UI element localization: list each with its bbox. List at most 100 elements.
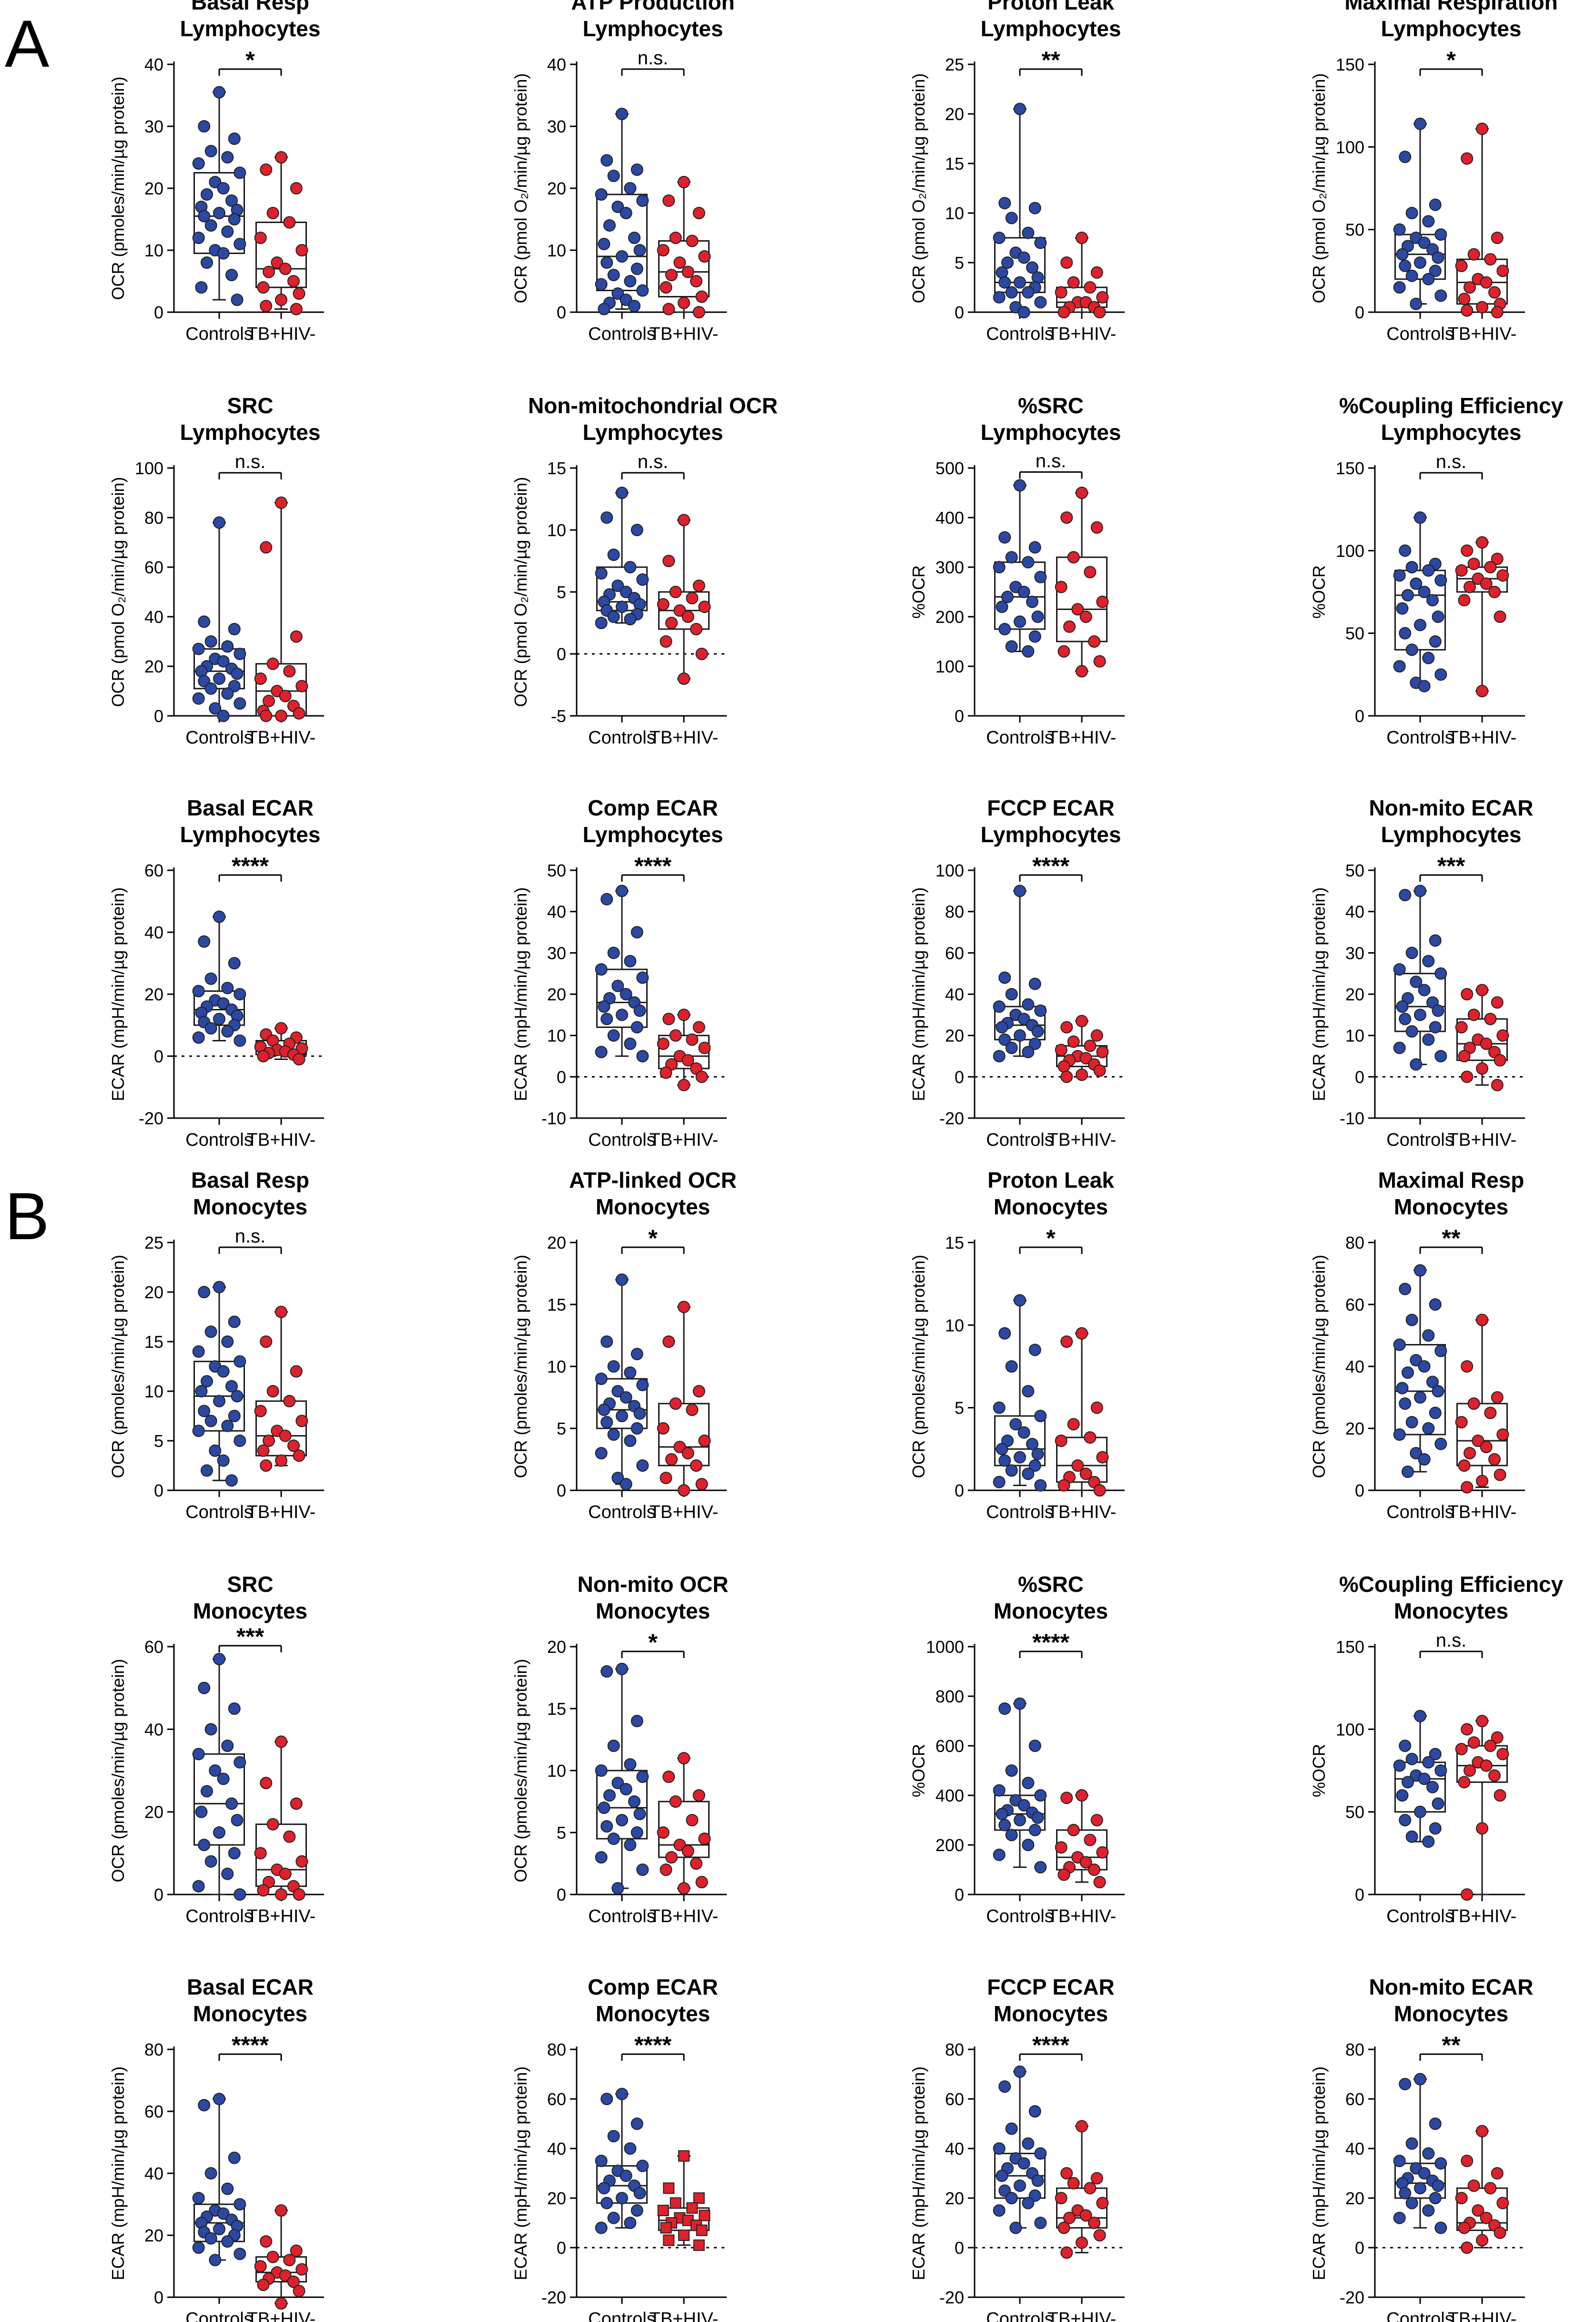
data-point [1422, 1835, 1435, 1848]
data-point [290, 182, 303, 194]
data-point [266, 657, 279, 670]
x-tick-label: Controls [588, 2309, 656, 2322]
data-point [1455, 564, 1468, 577]
chart-title-line: Basal ECAR [187, 795, 314, 820]
data-point [1017, 306, 1030, 318]
y-tick-label: 40 [547, 902, 566, 922]
data-point [1090, 1814, 1103, 1826]
y-tick-label: 15 [547, 458, 566, 478]
data-point [1022, 1046, 1035, 1059]
y-tick-label: 0 [557, 1885, 566, 1904]
significance-label: * [648, 1225, 658, 1252]
data-point [1494, 1468, 1506, 1481]
data-point [993, 2142, 1006, 2155]
data-point [611, 1472, 624, 1484]
x-tick-label: TB+HIV- [1448, 728, 1517, 748]
data-point [636, 1864, 649, 1876]
data-point [257, 1050, 270, 1062]
data-point [198, 120, 211, 132]
data-point [213, 516, 225, 529]
x-tick-label: TB+HIV- [1047, 728, 1117, 748]
data-point [1079, 2209, 1092, 2222]
data-point [1055, 1044, 1067, 1056]
data-point [1496, 569, 1509, 582]
data-point [611, 1385, 624, 1397]
data-point [681, 1054, 694, 1067]
data-point [662, 1013, 675, 1025]
y-tick-label: 5 [955, 253, 964, 273]
y-tick-label: 150 [1336, 55, 1364, 74]
data-point [690, 1857, 702, 1870]
data-point [260, 163, 273, 176]
significance-bracket: ** [1019, 47, 1083, 76]
data-point [993, 1050, 1006, 1062]
data-point [1014, 479, 1026, 492]
data-point [1088, 1864, 1100, 1876]
data-point [1028, 2105, 1041, 2118]
x-tick-label: TB+HIV- [1448, 2309, 1517, 2322]
data-point [1414, 2182, 1426, 2195]
data-point [1028, 1740, 1041, 1752]
data-point [692, 580, 705, 592]
data-point [1017, 1013, 1030, 1025]
data-point [1422, 2147, 1435, 2160]
data-point [295, 244, 308, 256]
chart-subtitle-line: Monocytes [994, 1599, 1108, 1623]
data-point [1491, 232, 1504, 244]
data-point [1480, 1038, 1493, 1050]
data-point [195, 281, 208, 294]
iqr-box [1394, 2162, 1446, 2199]
data-point [1405, 1830, 1418, 1843]
data-point [1034, 2147, 1047, 2160]
y-tick-label: 400 [935, 1786, 964, 1805]
data-point [293, 1449, 305, 1462]
data-point [993, 2204, 1006, 2217]
significance-bracket: ** [1419, 2032, 1483, 2061]
data-point [1414, 256, 1426, 269]
data-point [1432, 1385, 1444, 1397]
data-point [213, 910, 225, 923]
data-point [998, 1819, 1011, 1832]
data-point [1090, 266, 1103, 279]
data-point [998, 2080, 1011, 2093]
significance-bracket: **** [1019, 853, 1083, 882]
data-point [600, 1416, 613, 1428]
data-point [1005, 286, 1018, 299]
data-point [1496, 265, 1509, 277]
data-point [1467, 1397, 1480, 1410]
data-point [607, 269, 620, 281]
data-point [1429, 265, 1442, 277]
data-point [636, 1459, 649, 1472]
data-point [998, 1454, 1011, 1467]
chart-subtitle-line: Lymphocytes [180, 16, 321, 41]
y-tick-label: -20 [1340, 2288, 1364, 2307]
data-point [1067, 1823, 1080, 1836]
data-point [660, 2222, 672, 2234]
data-point [1022, 1467, 1035, 1480]
significance-bracket: n.s. [621, 451, 685, 479]
data-point [1071, 1459, 1084, 1472]
data-point [1009, 2221, 1022, 2234]
data-point [1480, 577, 1493, 590]
data-point [1455, 2192, 1468, 2204]
data-point [1418, 586, 1431, 598]
significance-bracket: * [1019, 1225, 1083, 1254]
data-point [620, 2169, 632, 2182]
data-point [1055, 286, 1067, 299]
data-point [1467, 248, 1480, 261]
data-point [192, 157, 205, 170]
data-point [607, 611, 620, 623]
x-tick-label: Controls [185, 1130, 253, 1150]
data-point [690, 275, 702, 287]
data-point [630, 1715, 643, 1727]
y-axis-label: OCR (pmol O₂/min/µg protein) [108, 477, 128, 707]
data-point [293, 2285, 305, 2297]
data-point [1461, 2241, 1474, 2254]
data-point [600, 1335, 613, 1348]
data-point [1022, 1839, 1035, 1851]
data-point [1093, 1876, 1106, 1888]
data-point [204, 1723, 217, 1736]
data-point [1410, 297, 1423, 310]
